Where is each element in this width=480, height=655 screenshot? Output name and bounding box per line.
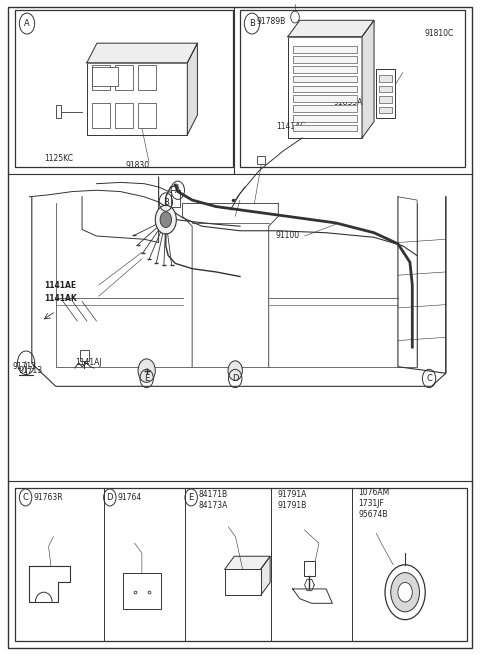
Circle shape — [228, 361, 242, 381]
Text: 1141AC: 1141AC — [276, 122, 305, 131]
Bar — [293, 66, 357, 73]
Bar — [115, 66, 133, 90]
Bar — [92, 103, 110, 128]
Polygon shape — [87, 43, 197, 63]
Polygon shape — [261, 556, 270, 595]
Bar — [170, 190, 180, 206]
Bar — [123, 572, 161, 608]
Text: 91713: 91713 — [19, 366, 43, 375]
Circle shape — [160, 212, 171, 227]
Bar — [15, 487, 468, 641]
Text: 1125KC: 1125KC — [44, 155, 73, 163]
Bar — [257, 157, 265, 164]
Text: C: C — [426, 374, 432, 383]
Text: B: B — [163, 198, 169, 206]
Bar — [293, 105, 357, 112]
Bar — [15, 10, 233, 168]
Text: 91810C: 91810C — [424, 29, 454, 38]
Circle shape — [156, 205, 176, 234]
Text: 84171B: 84171B — [199, 490, 228, 498]
Bar — [293, 47, 357, 53]
Text: E: E — [189, 493, 194, 502]
Text: D: D — [232, 374, 239, 383]
Text: 91791B: 91791B — [277, 501, 307, 510]
Polygon shape — [362, 20, 374, 138]
Bar — [293, 76, 357, 83]
Bar — [379, 96, 392, 103]
Text: B: B — [249, 19, 255, 28]
Bar — [304, 561, 315, 576]
Bar — [138, 103, 156, 128]
Bar — [293, 56, 357, 63]
Bar — [92, 66, 110, 90]
Text: 91791A: 91791A — [277, 490, 307, 498]
Text: 91763R: 91763R — [33, 493, 63, 502]
Bar — [87, 63, 187, 135]
Bar — [379, 107, 392, 113]
Bar — [288, 37, 362, 138]
Text: E: E — [144, 374, 149, 383]
Text: 84173A: 84173A — [199, 501, 228, 510]
Text: 1141AJ: 1141AJ — [75, 358, 101, 367]
Text: 91713: 91713 — [12, 362, 37, 371]
Text: A: A — [24, 19, 30, 28]
Text: 91789B: 91789B — [257, 17, 286, 26]
Text: D: D — [107, 493, 113, 502]
Polygon shape — [225, 556, 270, 569]
Circle shape — [138, 359, 156, 383]
Circle shape — [291, 11, 300, 23]
Text: 95674B: 95674B — [359, 510, 388, 519]
Polygon shape — [288, 20, 374, 37]
Bar — [56, 105, 61, 119]
Bar — [293, 96, 357, 102]
Bar — [293, 125, 357, 132]
Text: 1141AE: 1141AE — [44, 280, 76, 290]
Bar — [376, 69, 395, 119]
Bar — [115, 103, 133, 128]
Bar — [293, 115, 357, 122]
Polygon shape — [187, 43, 197, 135]
Bar — [379, 75, 392, 82]
Bar — [293, 86, 357, 92]
Bar — [138, 66, 156, 90]
Text: C: C — [23, 493, 28, 502]
Bar — [92, 67, 118, 86]
Bar — [225, 569, 261, 595]
Text: 1076AM: 1076AM — [359, 488, 390, 496]
Text: 91100: 91100 — [276, 231, 300, 240]
Text: A: A — [175, 186, 180, 195]
Circle shape — [391, 572, 420, 612]
Circle shape — [398, 582, 412, 602]
Text: 91830: 91830 — [125, 161, 149, 170]
Bar — [80, 350, 89, 362]
Text: 1141AK: 1141AK — [44, 293, 76, 303]
Text: 1731JF: 1731JF — [359, 499, 384, 508]
Bar — [240, 10, 465, 168]
Bar — [379, 86, 392, 92]
Text: 91764: 91764 — [118, 493, 142, 502]
Text: 91835A: 91835A — [333, 98, 363, 107]
